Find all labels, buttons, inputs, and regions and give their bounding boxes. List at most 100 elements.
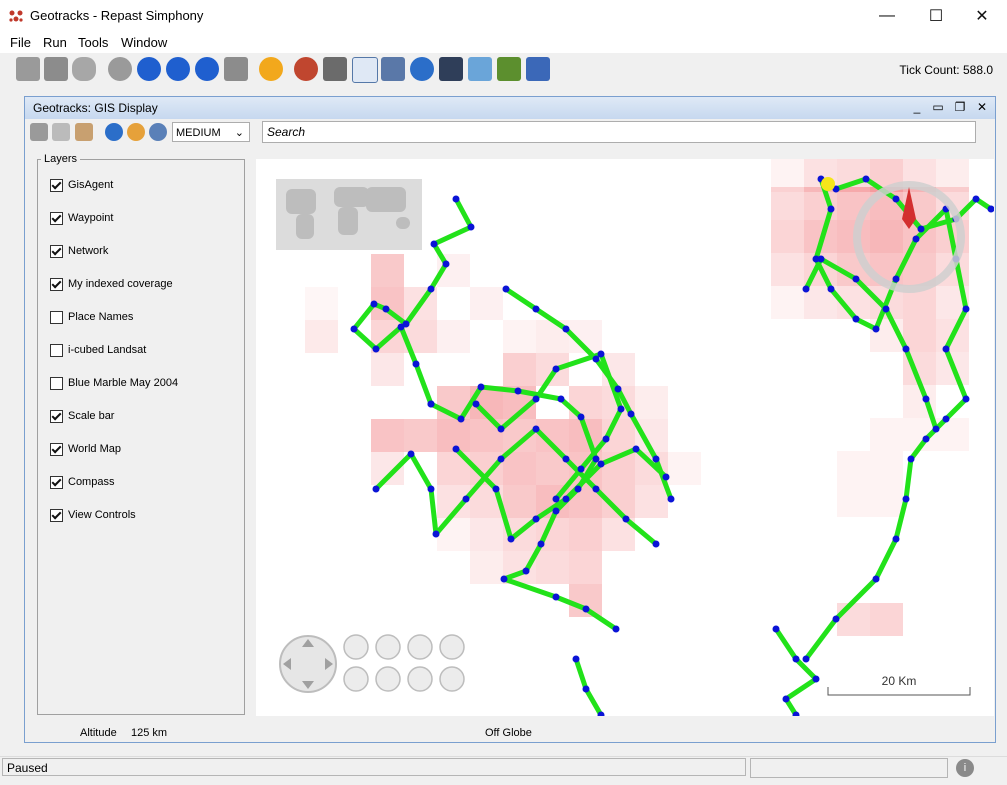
waypoint-node [492, 485, 500, 493]
waypoint-node [872, 325, 880, 333]
waypoint-node [432, 530, 440, 538]
layer-waypoint[interactable]: Waypoint [50, 210, 113, 226]
map-icon[interactable] [497, 57, 521, 81]
waypoint-node [812, 255, 820, 263]
layer-checkbox[interactable] [50, 211, 63, 225]
maximize-button[interactable]: ☐ [928, 7, 944, 25]
menu-run[interactable]: Run [43, 35, 67, 50]
layer-scale-bar[interactable]: Scale bar [50, 408, 114, 424]
waypoint-node [552, 593, 560, 601]
menu-window[interactable]: Window [121, 35, 168, 50]
layer-checkbox[interactable] [50, 376, 63, 390]
waypoint-node [962, 305, 970, 313]
waypoint-node [902, 345, 910, 353]
waypoint-node [614, 385, 622, 393]
layer-place-names[interactable]: Place Names [50, 309, 133, 325]
lightning-icon[interactable] [259, 57, 283, 81]
earth-icon[interactable] [105, 123, 123, 141]
view-control-button [439, 666, 465, 692]
coverage-tile [569, 551, 602, 584]
layer-checkbox[interactable] [50, 475, 63, 489]
layer-network[interactable]: Network [50, 243, 108, 259]
reset-icon[interactable] [224, 57, 248, 81]
sunglasses-icon[interactable] [127, 123, 145, 141]
zoom-icon[interactable] [468, 57, 492, 81]
coverage-tile [771, 286, 804, 319]
gis-maximize-button[interactable]: ❐ [954, 100, 966, 114]
layer-checkbox[interactable] [50, 343, 63, 357]
calculator-icon[interactable] [381, 57, 405, 81]
user-icon[interactable] [16, 57, 40, 81]
gis-close-button[interactable]: ✕ [976, 100, 988, 114]
waypoint-node [602, 435, 610, 443]
waypoint-node [442, 260, 450, 268]
coverage-tile [503, 452, 536, 485]
info-icon[interactable]: i [956, 759, 974, 777]
layer-checkbox[interactable] [50, 178, 63, 192]
coverage-tile [635, 485, 668, 518]
settings-icon[interactable] [323, 57, 347, 81]
waypoint-node [532, 425, 540, 433]
camera-icon[interactable] [30, 123, 48, 141]
waypoint-node [942, 415, 950, 423]
coverage-tile [635, 386, 668, 419]
detail-level-dropdown[interactable]: MEDIUM ⌄ [172, 122, 250, 142]
waypoint-node [987, 205, 994, 213]
layer-view-controls[interactable]: View Controls [50, 507, 136, 523]
save-icon[interactable] [44, 57, 68, 81]
minimize-button[interactable]: — [879, 6, 895, 24]
waypoint-node [782, 695, 790, 703]
power-icon[interactable] [108, 57, 132, 81]
layer-i-cubed-landsat[interactable]: i-cubed Landsat [50, 342, 146, 358]
stop-icon[interactable] [195, 57, 219, 81]
waypoint-node [592, 485, 600, 493]
gis-restore-button[interactable]: ▭ [932, 100, 944, 114]
coverage-tile [837, 451, 870, 484]
gis-minimize-button[interactable]: _ [913, 100, 921, 114]
layer-checkbox[interactable] [50, 442, 63, 456]
waypoint-node [552, 495, 560, 503]
world-map-landmass [338, 207, 358, 235]
waypoint-node [412, 360, 420, 368]
waypoint-node [350, 325, 358, 333]
map-canvas[interactable]: 20 Km [256, 159, 994, 716]
waypoint-node [612, 625, 620, 633]
coverage-tile [470, 551, 503, 584]
layer-my-indexed-coverage[interactable]: My indexed coverage [50, 276, 173, 292]
menu-tools[interactable]: Tools [78, 35, 109, 50]
coverage-tile [437, 419, 470, 452]
map-view[interactable]: 20 Km [256, 159, 994, 716]
close-button[interactable]: ✕ [975, 7, 989, 25]
layer-world-map[interactable]: World Map [50, 441, 121, 457]
display-icon[interactable] [439, 57, 463, 81]
waypoint-node [532, 395, 540, 403]
globe-view-icon[interactable] [149, 123, 167, 141]
waypoint-node [427, 285, 435, 293]
world-map-landmass [366, 187, 406, 212]
waypoint-node [917, 225, 925, 233]
layer-compass[interactable]: Compass [50, 474, 114, 490]
play-icon[interactable] [137, 57, 161, 81]
coverage-tile [569, 518, 602, 551]
track-path [454, 446, 668, 542]
network-icon[interactable] [526, 57, 550, 81]
layer-checkbox[interactable] [50, 244, 63, 258]
layer-blue-marble-may-2004[interactable]: Blue Marble May 2004 [50, 375, 178, 391]
coverage-tile [771, 187, 804, 220]
menu-file[interactable]: File [10, 35, 31, 50]
layer-checkbox[interactable] [50, 277, 63, 291]
pointer-icon[interactable] [52, 123, 70, 141]
chart-icon[interactable] [294, 57, 318, 81]
grid-icon[interactable] [352, 57, 378, 83]
database-icon[interactable] [72, 57, 96, 81]
waypoint-node [522, 567, 530, 575]
globe-icon[interactable] [410, 57, 434, 81]
layer-gisagent[interactable]: GisAgent [50, 177, 113, 193]
waypoint-node [430, 240, 438, 248]
layer-checkbox[interactable] [50, 508, 63, 522]
fast-forward-icon[interactable] [166, 57, 190, 81]
search-input[interactable]: Search [262, 121, 976, 143]
layer-checkbox[interactable] [50, 310, 63, 324]
layer-checkbox[interactable] [50, 409, 63, 423]
home-icon[interactable] [75, 123, 93, 141]
